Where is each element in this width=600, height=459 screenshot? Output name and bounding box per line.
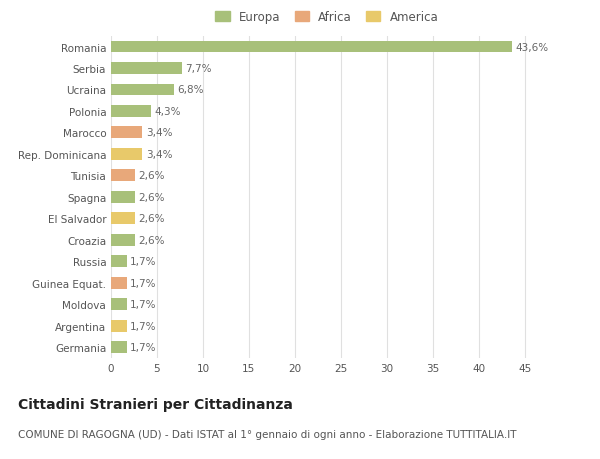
Bar <box>111 127 142 139</box>
Legend: Europa, Africa, America: Europa, Africa, America <box>212 8 442 28</box>
Text: 1,7%: 1,7% <box>130 278 157 288</box>
Text: 43,6%: 43,6% <box>515 42 548 52</box>
Bar <box>111 341 127 353</box>
Text: COMUNE DI RAGOGNA (UD) - Dati ISTAT al 1° gennaio di ogni anno - Elaborazione TU: COMUNE DI RAGOGNA (UD) - Dati ISTAT al 1… <box>18 429 517 439</box>
Text: 3,4%: 3,4% <box>146 150 172 160</box>
Bar <box>111 213 135 224</box>
Bar <box>111 41 512 53</box>
Text: 2,6%: 2,6% <box>139 235 165 245</box>
Bar <box>111 298 127 310</box>
Bar <box>111 149 142 160</box>
Text: 3,4%: 3,4% <box>146 128 172 138</box>
Text: 2,6%: 2,6% <box>139 214 165 224</box>
Text: 6,8%: 6,8% <box>177 85 203 95</box>
Text: 2,6%: 2,6% <box>139 171 165 181</box>
Text: 2,6%: 2,6% <box>139 192 165 202</box>
Bar <box>111 106 151 118</box>
Bar <box>111 256 127 268</box>
Text: 1,7%: 1,7% <box>130 342 157 353</box>
Bar <box>111 234 135 246</box>
Bar <box>111 320 127 332</box>
Text: 1,7%: 1,7% <box>130 321 157 331</box>
Bar <box>111 84 173 96</box>
Bar <box>111 63 182 75</box>
Text: 4,3%: 4,3% <box>154 106 181 117</box>
Bar <box>111 277 127 289</box>
Text: Cittadini Stranieri per Cittadinanza: Cittadini Stranieri per Cittadinanza <box>18 397 293 411</box>
Bar <box>111 170 135 182</box>
Text: 1,7%: 1,7% <box>130 257 157 267</box>
Text: 1,7%: 1,7% <box>130 299 157 309</box>
Text: 7,7%: 7,7% <box>185 64 212 74</box>
Bar <box>111 191 135 203</box>
